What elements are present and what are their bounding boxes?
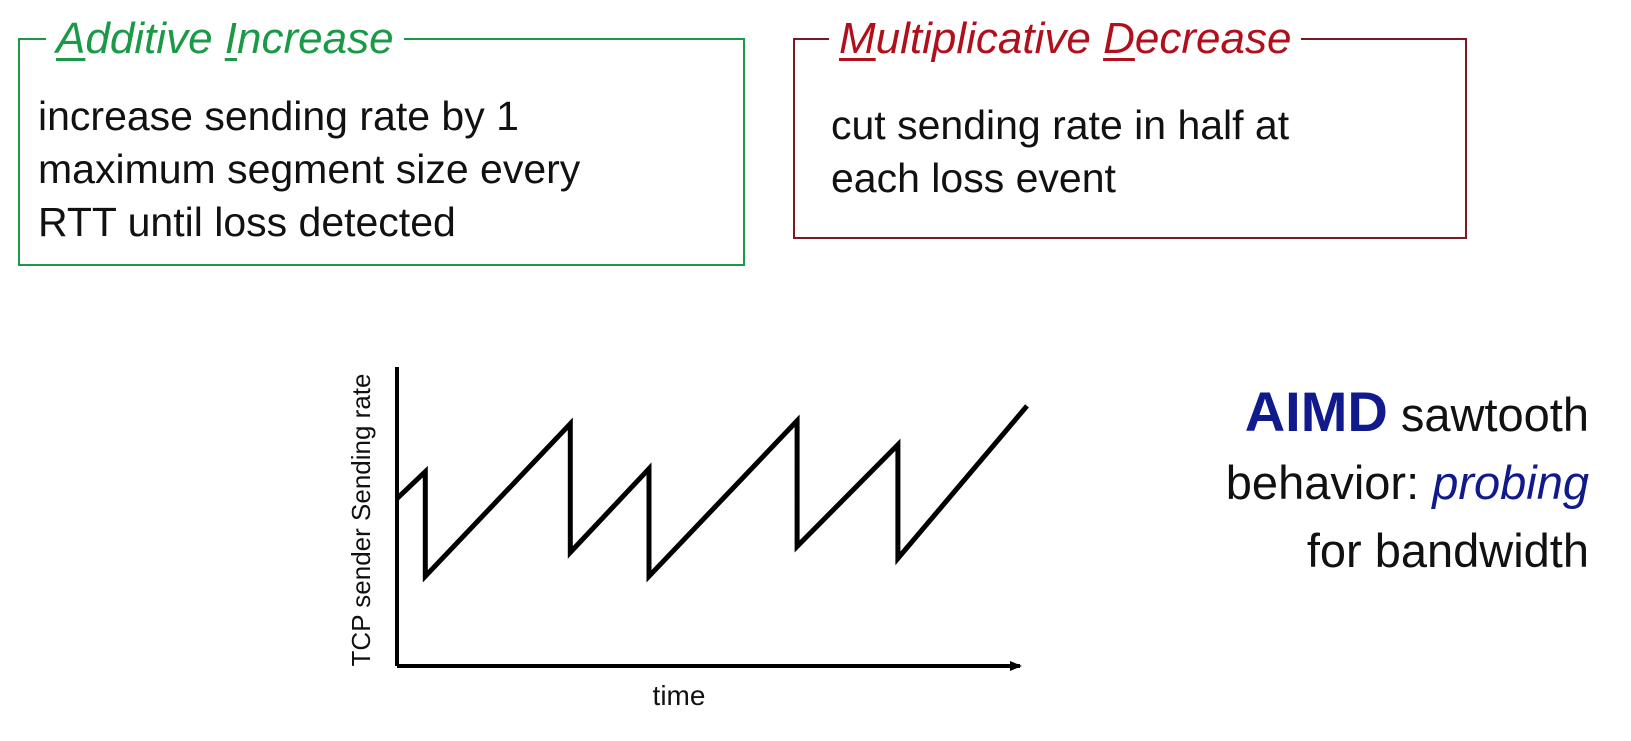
- caption-text: behavior:: [1225, 456, 1433, 509]
- title-part: ecrease: [1134, 14, 1292, 63]
- additive-increase-description: increase sending rate by 1 maximum segme…: [38, 93, 581, 245]
- caption-line-3: for bandwidth: [1306, 524, 1589, 577]
- caption-text: sawtooth: [1387, 388, 1589, 441]
- additive-increase-title: Additive Increase: [46, 14, 404, 64]
- title-part: ultiplicative: [875, 14, 1104, 63]
- y-axis-label: TCP sender Sending rate: [346, 374, 376, 667]
- multiplicative-decrease-description: cut sending rate in half at each loss ev…: [831, 102, 1290, 201]
- aimd-label: AIMD: [1244, 380, 1388, 443]
- title-letter-m: M: [839, 14, 876, 63]
- additive-increase-box: Additive Increase increase sending rate …: [18, 14, 745, 266]
- caption-line-1: AIMD sawtooth: [1226, 378, 1589, 449]
- multiplicative-decrease-box: Multiplicative Decrease cut sending rate…: [793, 14, 1467, 239]
- probing-label: probing: [1432, 456, 1589, 509]
- aimd-sawtooth-chart: TCP sender Sending rate time: [346, 367, 1029, 711]
- aimd-caption: AIMD sawtooth behavior: probing for band…: [1226, 378, 1589, 585]
- title-letter-i: I: [224, 14, 238, 63]
- title-part: dditive: [85, 14, 225, 63]
- title-part: ncrease: [237, 14, 394, 63]
- title-letter-d: D: [1103, 14, 1135, 63]
- caption-line-2: behavior: probing: [1226, 449, 1589, 517]
- multiplicative-decrease-title: Multiplicative Decrease: [829, 14, 1302, 64]
- sending-rate-line: [395, 404, 1029, 583]
- x-axis-label: time: [653, 680, 706, 711]
- title-letter-a: A: [56, 14, 86, 63]
